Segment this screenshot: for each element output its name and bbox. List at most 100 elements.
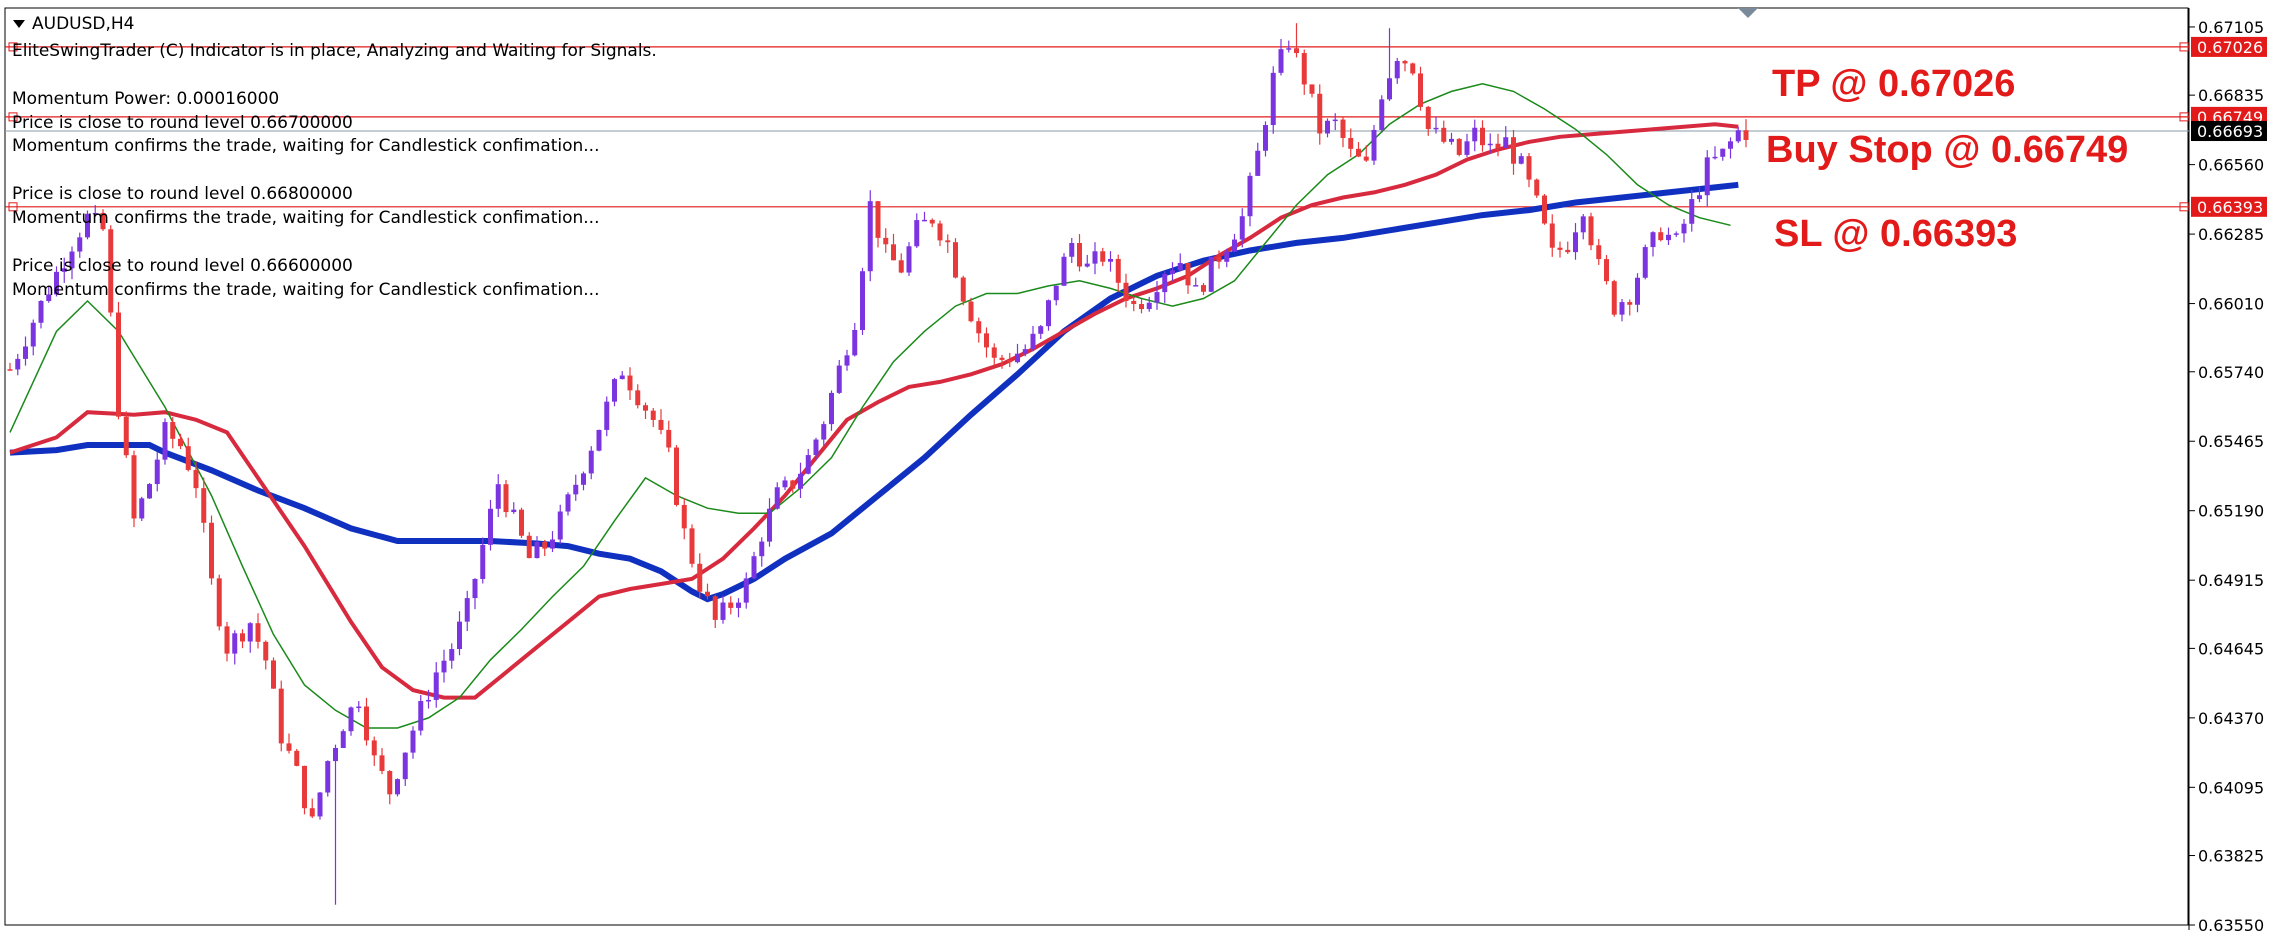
candle-body [767, 508, 772, 542]
candle-body [860, 271, 865, 331]
candle-body [100, 212, 106, 230]
candle-body [1216, 256, 1222, 262]
candle-body [751, 556, 757, 579]
candle-body [1123, 282, 1129, 301]
candle-body [325, 761, 331, 793]
candle-body [54, 271, 59, 295]
candle-body [1425, 106, 1431, 130]
candle-body [813, 439, 819, 456]
candle-body [1472, 127, 1478, 142]
candle-body [147, 484, 152, 499]
candle-body [1325, 120, 1330, 134]
candle-body [1022, 349, 1028, 354]
candle-body [1301, 53, 1307, 85]
candle-body [991, 347, 997, 358]
candle-body [604, 401, 610, 430]
candle-body [1046, 300, 1051, 327]
candle-body [418, 701, 424, 731]
candle-body [387, 771, 393, 795]
candle-body [348, 707, 354, 732]
candle-body [1232, 239, 1237, 252]
plot-area[interactable] [4, 7, 2189, 926]
candle-body [1092, 251, 1098, 264]
candle-body [1239, 216, 1245, 240]
level-anchor-right [2179, 42, 2189, 52]
candle-body [1557, 247, 1563, 250]
buy-stop-label: Buy Stop @ 0.66749 [1766, 129, 2128, 171]
axis-tick-label: 0.65465 [2198, 432, 2264, 451]
candle-body [960, 277, 966, 302]
candle-body [247, 623, 253, 642]
axis-tick-label: 0.66285 [2198, 225, 2264, 244]
candle-body [488, 508, 493, 545]
candle-body [1635, 277, 1640, 305]
info-line: Momentum confirms the trade, waiting for… [12, 280, 599, 300]
candle-body [1735, 130, 1741, 142]
candle-body [999, 357, 1005, 360]
candle-body [255, 623, 261, 642]
candle-body [922, 219, 927, 222]
candle-body [666, 429, 672, 448]
candle-body [108, 229, 114, 313]
candle-body [1131, 300, 1137, 305]
candle-body [1658, 232, 1664, 241]
candle-body [1449, 138, 1454, 142]
candle-body [1053, 285, 1059, 301]
candle-body [309, 808, 315, 817]
candle-body [1418, 73, 1423, 107]
candle-body [1332, 119, 1338, 122]
candle-body [317, 792, 323, 817]
candle-body [1573, 232, 1578, 253]
candle-body [15, 358, 21, 370]
candle-body [891, 244, 896, 261]
candle-body [1154, 292, 1160, 303]
chart-shift-marker-icon[interactable] [1738, 8, 1758, 18]
candle-body [534, 541, 540, 559]
candle-body [1394, 61, 1400, 79]
info-line: Momentum confirms the trade, waiting for… [12, 208, 599, 228]
candle-body [1604, 259, 1609, 282]
candle-body [1565, 249, 1571, 253]
candle-body [1286, 48, 1292, 50]
level-anchor-left [8, 42, 18, 52]
candle-body [581, 473, 586, 485]
candle-body [395, 779, 400, 795]
candle-body [898, 260, 904, 273]
candle-body [1666, 234, 1671, 241]
candle-body [836, 365, 842, 393]
candle-body [511, 509, 517, 513]
candle-body [627, 375, 633, 391]
candle-body [1015, 353, 1020, 363]
candle-body [1340, 119, 1346, 138]
ma-fast-line [9, 83, 1731, 729]
candle-body [1115, 258, 1121, 283]
candle-body [519, 509, 524, 536]
indicator-header: EliteSwingTrader (C) Indicator is in pla… [12, 41, 657, 61]
candle-body [542, 541, 548, 549]
candle-body [712, 596, 718, 620]
candle-body [720, 602, 726, 620]
candle-body [240, 633, 245, 642]
chart-menu-triangle-icon[interactable] [13, 20, 25, 28]
candle-body [1139, 304, 1144, 310]
candle-body [1441, 127, 1447, 142]
axis-tick-label: 0.66835 [2198, 86, 2264, 105]
candle-body [759, 541, 765, 557]
candle-body [1387, 78, 1392, 100]
candle-body [69, 251, 75, 269]
candle-body [984, 333, 989, 348]
candle-body [1317, 93, 1323, 134]
price-tag-label: 0.66693 [2197, 122, 2263, 141]
candle-body [1038, 326, 1044, 334]
axis-tick-label: 0.64645 [2198, 639, 2264, 658]
candle-body [216, 578, 222, 627]
candle-body [85, 213, 90, 238]
candle-body [1673, 233, 1679, 235]
candle-body [565, 494, 571, 512]
candle-body [1263, 125, 1268, 151]
candle-body [480, 544, 486, 580]
candle-body [774, 487, 780, 509]
